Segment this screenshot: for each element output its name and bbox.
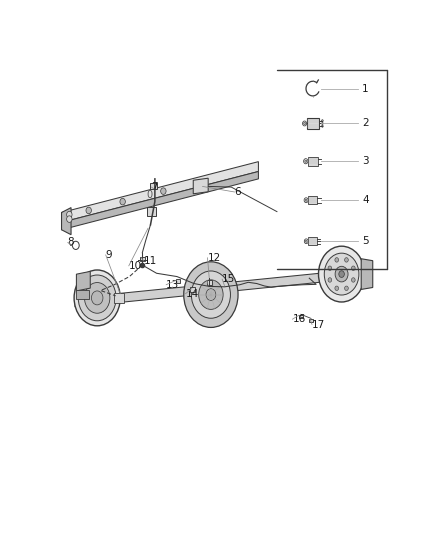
Polygon shape xyxy=(361,259,373,289)
Circle shape xyxy=(351,278,355,282)
Text: 3: 3 xyxy=(362,156,369,166)
Circle shape xyxy=(318,246,365,302)
Circle shape xyxy=(335,266,348,282)
Text: 10: 10 xyxy=(129,261,142,271)
Circle shape xyxy=(335,286,339,290)
Circle shape xyxy=(339,271,344,278)
Bar xyxy=(151,183,157,189)
Text: 7: 7 xyxy=(152,182,158,192)
Circle shape xyxy=(74,270,120,326)
Circle shape xyxy=(305,240,307,243)
Circle shape xyxy=(321,120,323,122)
Circle shape xyxy=(305,160,307,163)
Circle shape xyxy=(184,262,238,327)
Circle shape xyxy=(305,199,307,201)
Polygon shape xyxy=(193,178,208,194)
Bar xyxy=(309,319,313,322)
Circle shape xyxy=(191,271,230,318)
Bar xyxy=(148,206,155,215)
Bar xyxy=(114,293,124,303)
FancyBboxPatch shape xyxy=(308,237,317,245)
Text: 0: 0 xyxy=(147,190,153,200)
Text: 17: 17 xyxy=(312,320,325,329)
Bar xyxy=(190,287,195,292)
Circle shape xyxy=(86,207,92,214)
Circle shape xyxy=(351,266,355,270)
Circle shape xyxy=(161,188,166,195)
Circle shape xyxy=(328,266,332,270)
Circle shape xyxy=(199,280,223,309)
Text: 4: 4 xyxy=(362,195,369,205)
Text: 11: 11 xyxy=(144,256,157,266)
Text: 9: 9 xyxy=(106,250,112,260)
Text: 6: 6 xyxy=(235,187,241,197)
Bar xyxy=(207,280,212,285)
FancyBboxPatch shape xyxy=(307,118,319,129)
Text: 15: 15 xyxy=(222,274,235,284)
FancyBboxPatch shape xyxy=(308,196,317,204)
Polygon shape xyxy=(76,271,90,291)
Circle shape xyxy=(304,122,306,125)
Polygon shape xyxy=(61,161,258,222)
Text: 2: 2 xyxy=(362,118,369,128)
Bar xyxy=(76,289,88,300)
Polygon shape xyxy=(61,172,258,230)
Circle shape xyxy=(67,211,72,218)
Circle shape xyxy=(321,125,323,127)
Text: 16: 16 xyxy=(293,314,306,324)
FancyBboxPatch shape xyxy=(308,157,318,166)
Circle shape xyxy=(335,257,339,262)
Polygon shape xyxy=(61,207,71,235)
Circle shape xyxy=(78,275,116,321)
Circle shape xyxy=(120,198,125,205)
Bar xyxy=(140,257,145,261)
Text: 14: 14 xyxy=(185,289,199,299)
Polygon shape xyxy=(75,269,360,307)
Text: 1: 1 xyxy=(362,84,369,94)
Text: 5: 5 xyxy=(362,236,369,246)
Bar xyxy=(176,279,180,284)
Circle shape xyxy=(324,253,359,295)
Text: 13: 13 xyxy=(166,280,179,290)
Circle shape xyxy=(321,123,323,124)
Circle shape xyxy=(345,257,348,262)
Circle shape xyxy=(67,216,72,222)
Text: 8: 8 xyxy=(67,238,74,247)
Circle shape xyxy=(345,286,348,290)
Circle shape xyxy=(206,289,216,301)
Circle shape xyxy=(328,278,332,282)
Bar xyxy=(299,314,303,318)
Text: 12: 12 xyxy=(208,253,221,263)
Circle shape xyxy=(92,291,103,305)
Circle shape xyxy=(85,282,110,313)
